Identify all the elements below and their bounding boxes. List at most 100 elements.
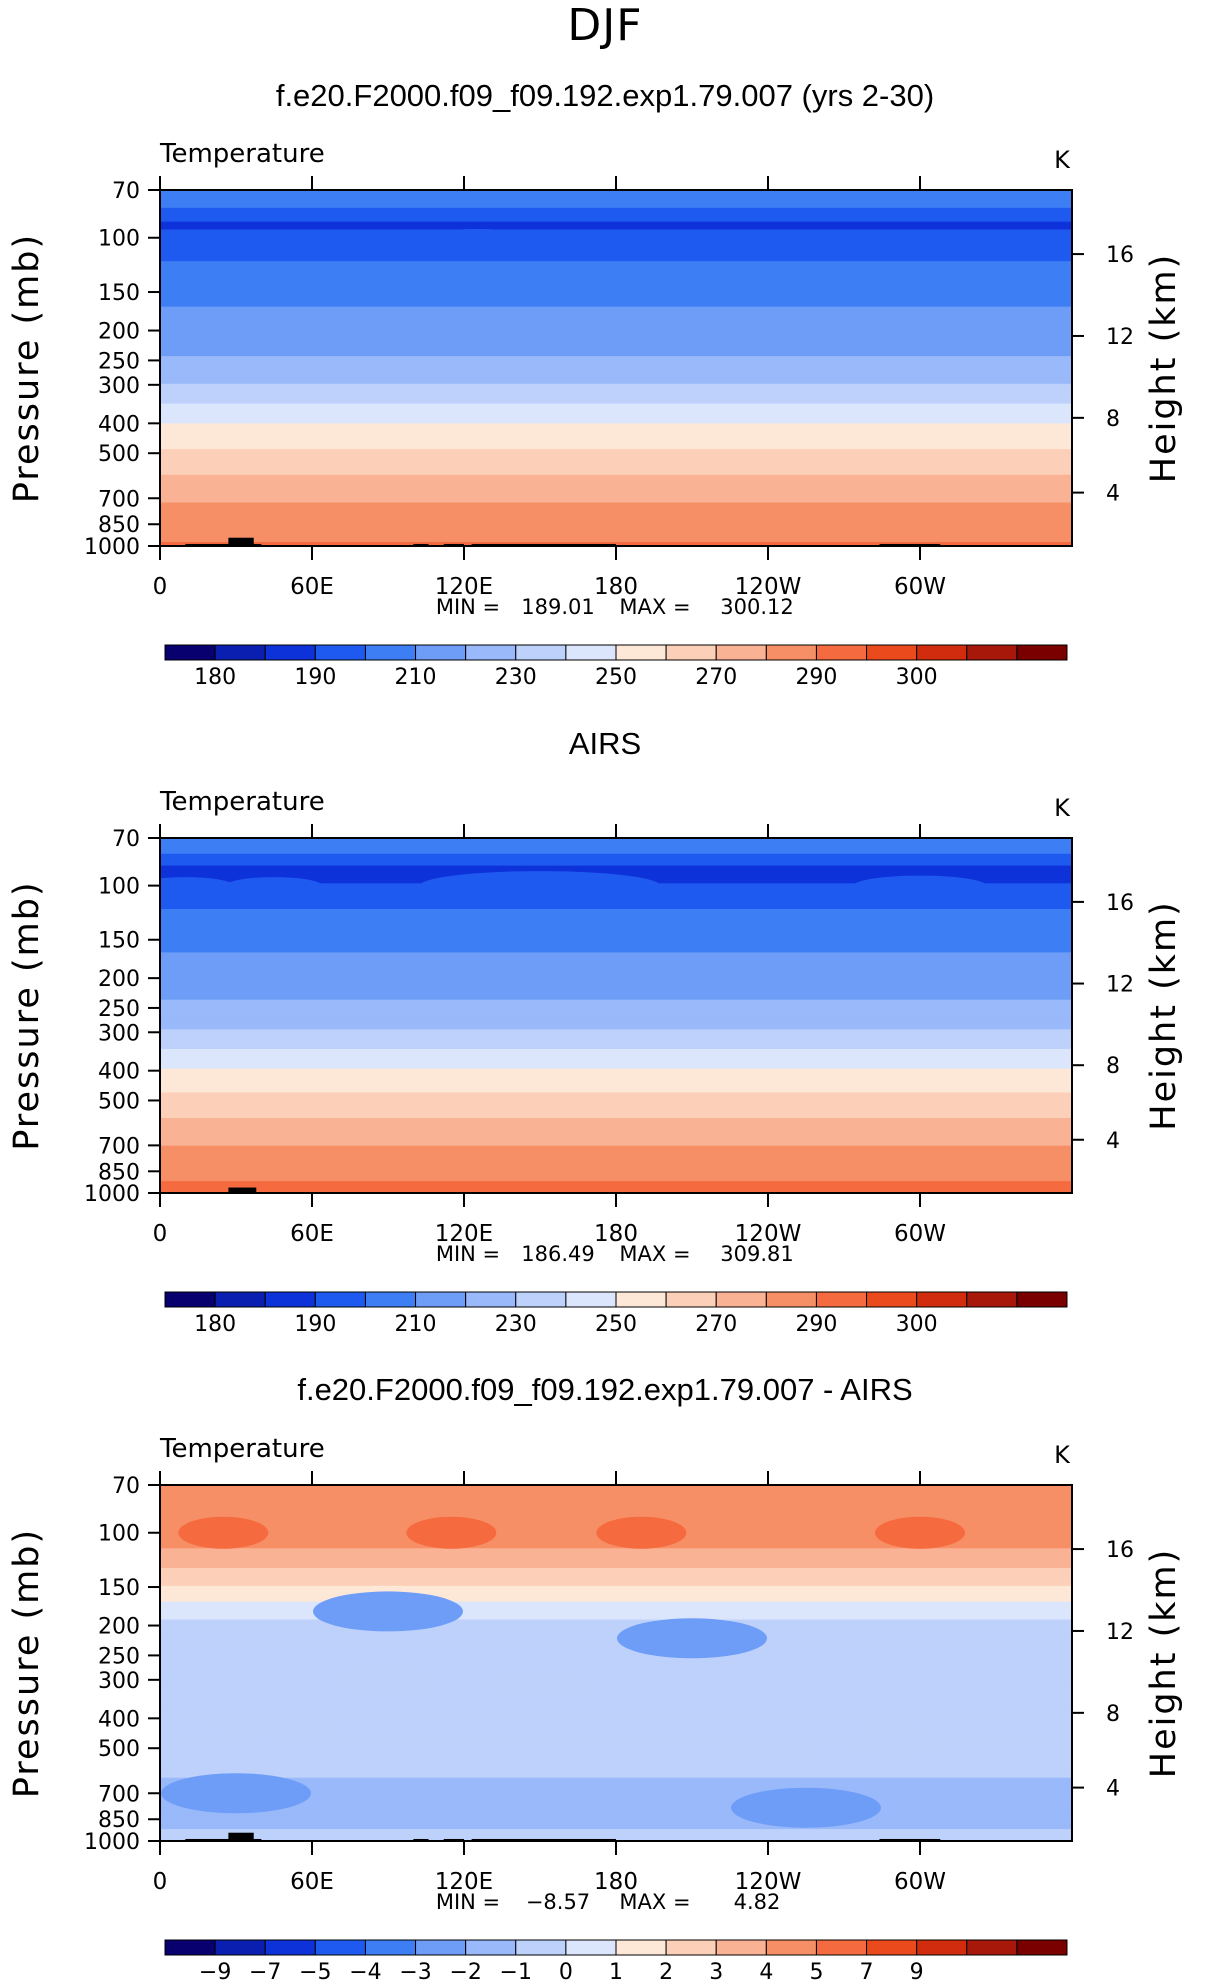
y-tick-label: 300	[98, 1669, 140, 1694]
contour-band	[160, 1736, 1072, 1739]
x-tick-label: 120E	[435, 574, 493, 600]
colorbar-box	[515, 1939, 567, 1956]
colorbar-box	[665, 644, 717, 661]
colorbar-label: −3	[399, 1960, 431, 1985]
contour-band	[160, 845, 1072, 849]
contour-band	[160, 950, 1072, 953]
colorbar-box	[314, 644, 366, 661]
colorbar-box	[966, 644, 1018, 661]
warm-cell	[406, 1516, 497, 1549]
contour-band	[160, 1017, 1072, 1021]
contour-band	[160, 1562, 1072, 1565]
contour-band	[160, 899, 1072, 902]
contour-band	[160, 447, 1072, 450]
contour-band	[160, 918, 1072, 922]
contour-band	[160, 1120, 1072, 1123]
contour-band	[160, 1730, 1072, 1733]
contour-band	[160, 462, 1072, 466]
colorbar-label: 250	[595, 665, 637, 690]
contour-band	[160, 435, 1072, 438]
contour-band	[160, 1773, 1072, 1777]
contour-band	[160, 265, 1072, 268]
contour-band	[160, 514, 1072, 517]
contour-band	[160, 261, 1072, 264]
contour-band	[160, 520, 1072, 523]
panel-label: Temperature	[159, 139, 325, 169]
contour-band	[160, 1084, 1072, 1088]
contour-band	[160, 930, 1072, 934]
y-right-tick-label: 16	[1106, 891, 1134, 916]
contour-band	[160, 1131, 1072, 1135]
contour-band	[160, 1187, 1072, 1190]
contour-band	[160, 1074, 1072, 1078]
stats-max-label: MAX =	[619, 595, 690, 619]
contour-band	[160, 379, 1072, 383]
colorbar-box	[916, 1939, 968, 1956]
topography-mask	[413, 1838, 429, 1841]
contour-band	[160, 1492, 1072, 1496]
contour-band	[160, 227, 1072, 231]
contour-band	[160, 1047, 1072, 1050]
y-tick-label: 250	[98, 997, 140, 1022]
contour-band	[160, 504, 1072, 508]
contour-band	[160, 1655, 1072, 1658]
contour-band	[160, 1809, 1072, 1812]
contour-band	[160, 215, 1072, 219]
contour-band	[160, 502, 1072, 506]
contour-band	[160, 960, 1072, 963]
contour-band	[160, 903, 1072, 906]
contour-band	[160, 916, 1072, 920]
contour-band	[160, 1167, 1072, 1170]
contour-band	[160, 1500, 1072, 1504]
contour-band	[160, 1692, 1072, 1696]
contour-band	[160, 536, 1072, 539]
contour-band	[160, 1496, 1072, 1500]
contour-band	[160, 445, 1072, 448]
contour-band	[160, 1653, 1072, 1656]
colorbar-box	[465, 644, 517, 661]
contour-band	[160, 1793, 1072, 1797]
contour-band	[160, 863, 1072, 867]
contour-band	[160, 1716, 1072, 1719]
contour-band	[160, 409, 1072, 413]
contour-band	[160, 948, 1072, 952]
contour-band	[160, 907, 1072, 910]
contour-band	[160, 1585, 1072, 1589]
contour-band	[160, 441, 1072, 444]
contour-band	[160, 1631, 1072, 1634]
contour-band	[160, 1621, 1072, 1625]
stats-min-label: MIN =	[436, 1242, 500, 1266]
contour-band	[160, 457, 1072, 460]
contour-band	[160, 326, 1072, 330]
contour-band	[160, 972, 1072, 975]
colorbar-label: 300	[896, 665, 938, 690]
contour-band	[160, 1783, 1072, 1787]
contour-band	[160, 383, 1072, 387]
contour-band	[160, 1019, 1072, 1023]
contour-band	[160, 1664, 1072, 1668]
contour-band	[160, 494, 1072, 498]
contour-band	[160, 1177, 1072, 1180]
contour-band	[160, 1617, 1072, 1621]
x-tick-label: 60E	[290, 574, 334, 600]
panel-label: Temperature	[159, 1434, 325, 1464]
contour-band	[160, 1742, 1072, 1745]
contour-band	[160, 466, 1072, 470]
contour-band	[160, 498, 1072, 502]
contour-band	[160, 1647, 1072, 1650]
contour-band	[160, 1060, 1072, 1064]
weak-anomaly-cell	[328, 1661, 448, 1698]
contour-band	[160, 304, 1072, 308]
contour-band	[160, 425, 1072, 428]
contour-band	[160, 340, 1072, 343]
contour-band	[160, 405, 1072, 409]
contour-band	[160, 867, 1072, 871]
contour-band	[160, 500, 1072, 504]
contour-band	[160, 282, 1072, 286]
contour-band	[160, 956, 1072, 959]
contour-band	[160, 197, 1072, 201]
colorbar-label: 190	[294, 1312, 336, 1337]
contour-band	[160, 1112, 1072, 1115]
contour-band	[160, 954, 1072, 957]
contour-band	[160, 1724, 1072, 1727]
